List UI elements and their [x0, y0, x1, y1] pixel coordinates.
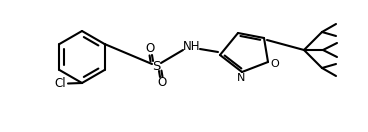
- Text: O: O: [145, 43, 155, 55]
- Text: Cl: Cl: [54, 77, 66, 90]
- Text: O: O: [270, 59, 279, 69]
- Text: NH: NH: [183, 41, 201, 53]
- Text: O: O: [158, 77, 167, 89]
- Text: N: N: [237, 73, 245, 83]
- Text: S: S: [152, 60, 160, 72]
